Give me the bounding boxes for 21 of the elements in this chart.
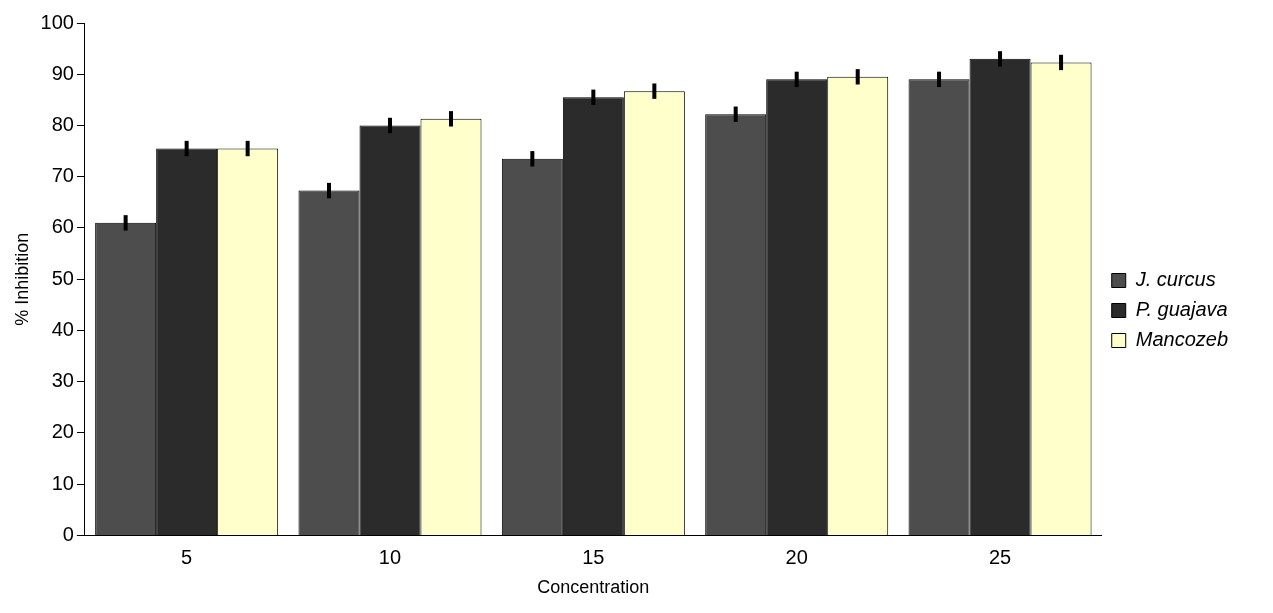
x-tick-label: 15 — [582, 545, 605, 568]
y-tick-label: 40 — [51, 317, 74, 340]
legend-label: J. curcus — [1134, 268, 1216, 291]
x-tick-label: 10 — [378, 545, 402, 568]
x-tick-label: 20 — [785, 545, 808, 568]
y-tick-label: 100 — [40, 10, 74, 33]
y-tick-label: 30 — [51, 369, 74, 392]
y-tick-label: 60 — [51, 215, 74, 238]
x-tick-label: 25 — [988, 545, 1012, 568]
x-axis-title: Concentration — [537, 577, 650, 598]
y-tick-label: 90 — [51, 61, 74, 84]
y-tick-label: 70 — [51, 164, 74, 187]
legend-label: Mancozeb — [1135, 328, 1229, 351]
y-tick-label: 80 — [51, 113, 74, 135]
legend-label: P. guajava — [1135, 298, 1228, 321]
y-tick-label: 20 — [51, 420, 74, 443]
y-tick-label: 0 — [62, 522, 74, 545]
y-tick-label: 50 — [51, 266, 74, 289]
y-axis-title: % Inhibition — [11, 232, 32, 326]
y-tick-label: 10 — [51, 471, 74, 494]
x-tick-label: 5 — [181, 545, 193, 568]
